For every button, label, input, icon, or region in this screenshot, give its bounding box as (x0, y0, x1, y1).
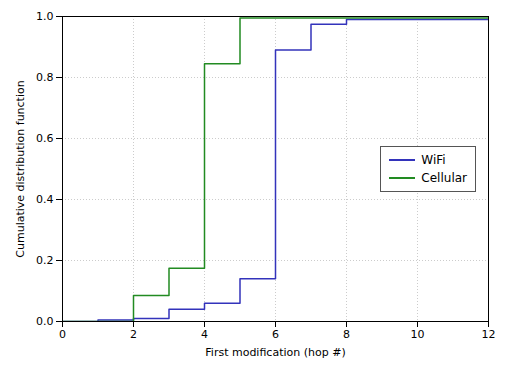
svg-text:1.0: 1.0 (36, 10, 54, 23)
svg-text:Cumulative distribution functi: Cumulative distribution function (14, 80, 27, 257)
svg-text:4: 4 (201, 328, 208, 341)
svg-text:First modification (hop #): First modification (hop #) (205, 346, 345, 359)
html-text:WiFi: WiFi (421, 152, 446, 167)
svg-text:10: 10 (411, 328, 425, 341)
svg-text:0.0: 0.0 (36, 315, 54, 328)
svg-text:2: 2 (130, 328, 137, 341)
svg-text:0.2: 0.2 (36, 254, 54, 267)
svg-text:8: 8 (343, 328, 350, 341)
svg-text:6: 6 (272, 328, 279, 341)
svg-text:0.6: 0.6 (36, 132, 54, 145)
svg-text:0: 0 (59, 328, 66, 341)
svg-text:0.4: 0.4 (36, 193, 54, 206)
svg-text:12: 12 (482, 328, 496, 341)
html-text:Cellular: Cellular (421, 170, 467, 185)
svg-text:0.8: 0.8 (36, 71, 54, 84)
